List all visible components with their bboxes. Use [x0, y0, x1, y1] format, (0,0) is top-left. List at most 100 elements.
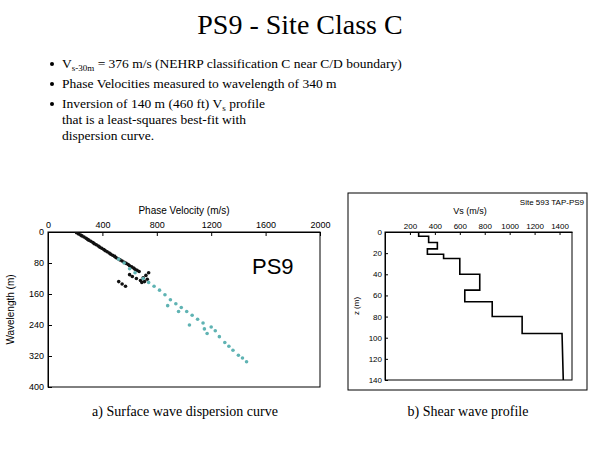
point: [145, 277, 149, 281]
y-axis: 080160240320400: [29, 227, 52, 392]
tick: 320: [29, 351, 52, 361]
tick-mark: [320, 232, 321, 236]
bullet-text: Vs-30m = 376 m/s (NEHRP classification C…: [62, 56, 402, 73]
point: [213, 329, 217, 333]
tick-mark: [385, 232, 388, 233]
tick-mark: [460, 232, 461, 235]
chart-title: Site 593 TAP-PS9: [520, 198, 585, 207]
tick-label: 600: [454, 222, 468, 231]
tick: 80: [34, 258, 52, 268]
tick: 200: [404, 222, 418, 235]
bullet-span: profile: [226, 96, 265, 111]
tick-label: 0: [378, 228, 383, 237]
tick: 800: [479, 222, 493, 235]
point: [169, 298, 173, 302]
plot-frame: [48, 232, 320, 387]
point: [137, 270, 141, 274]
title: PS9 - Site Class C: [197, 9, 402, 40]
tick: 2000: [310, 220, 330, 236]
tick: 1600: [256, 220, 276, 236]
tick-mark: [385, 253, 388, 254]
tick-mark: [157, 232, 158, 236]
tick-label: 0: [39, 227, 44, 237]
axis-line: [386, 232, 573, 233]
chart-a: 0400800120016002000080160240320400Phase …: [5, 205, 331, 392]
point: [141, 276, 145, 280]
point: [141, 277, 145, 281]
bullet-text: Phase Velocities measured to wavelength …: [62, 76, 337, 91]
tick: 800: [150, 220, 165, 236]
tick-mark: [510, 232, 511, 235]
point: [152, 284, 156, 288]
tick-label: 1400: [551, 222, 569, 231]
tick-mark: [48, 356, 52, 357]
tick: 40: [373, 270, 388, 279]
axis-line: [48, 233, 49, 388]
point: [231, 348, 235, 352]
tick-label: 140: [369, 376, 383, 385]
x-axis: 0400800120016002000: [46, 220, 331, 236]
tick-mark: [48, 232, 52, 233]
profile-line: [419, 232, 564, 380]
point: [174, 302, 178, 306]
bullet-subscript: s-30m: [72, 63, 95, 73]
point: [122, 261, 126, 265]
bullet-text: dispersion curve.: [62, 128, 154, 143]
tick-mark: [560, 232, 561, 235]
bullet-span: dispersion curve.: [62, 128, 154, 143]
point: [120, 282, 124, 286]
point: [143, 280, 147, 284]
point: [116, 257, 120, 261]
point: [128, 267, 132, 271]
point: [179, 306, 183, 310]
tick-label: 100: [369, 334, 383, 343]
tick-label: 80: [34, 258, 44, 268]
figure-frame: [348, 193, 587, 390]
bullet-text: that is a least-squares best-fit with: [62, 112, 246, 127]
tick: 100: [369, 334, 388, 343]
bullet-span: Inversion of 140 m (460 ft) V: [62, 96, 222, 111]
slide: PS9 - Site Class C Vs-30m = 376 m/s (NEHR…: [0, 0, 600, 450]
tick: 120: [369, 355, 388, 364]
bullet-span: Phase Velocities measured to wavelength …: [62, 76, 337, 91]
point: [122, 260, 126, 264]
tick-label: 400: [29, 382, 44, 392]
tick-label: 0: [46, 220, 51, 230]
point: [245, 360, 249, 364]
tick-label: 80: [373, 313, 382, 322]
tick: 1200: [202, 220, 222, 236]
x-axis-title: Vs (m/s): [453, 206, 487, 216]
tick-mark: [385, 274, 388, 275]
plot-area: [419, 232, 564, 380]
tick-label: 800: [479, 222, 493, 231]
point: [196, 317, 200, 321]
tick-label: 200: [404, 222, 418, 231]
point: [185, 310, 189, 314]
tick-mark: [485, 232, 486, 235]
point: [241, 356, 245, 360]
bullet-span: = 376 m/s (NEHRP classification C near C…: [94, 56, 401, 71]
tick: 80: [373, 313, 388, 322]
tick: 60: [373, 291, 388, 300]
tick: 0: [378, 228, 388, 237]
tick-mark: [535, 232, 536, 235]
axis-line: [49, 232, 321, 233]
series: [117, 257, 248, 363]
tick-mark: [385, 380, 388, 381]
y-axis: 0 20 40 60 80 100 120 140: [369, 228, 388, 385]
tick: 160: [29, 289, 52, 299]
x-axis-title: Phase Velocity (m/s): [138, 205, 229, 216]
tick-label: 2000: [310, 220, 330, 230]
tick-label: 1200: [202, 220, 222, 230]
tick-mark: [48, 263, 52, 264]
point: [117, 257, 121, 261]
point: [177, 310, 181, 314]
bullet-dot: [50, 102, 54, 106]
tick: 20: [373, 249, 388, 258]
tick-label: 1000: [501, 222, 519, 231]
point: [166, 304, 170, 308]
tick-mark: [385, 338, 388, 339]
chart-b: 2004006008001000120014000204060801001201…: [348, 193, 587, 390]
point: [205, 332, 209, 336]
tick-label: 20: [373, 249, 382, 258]
